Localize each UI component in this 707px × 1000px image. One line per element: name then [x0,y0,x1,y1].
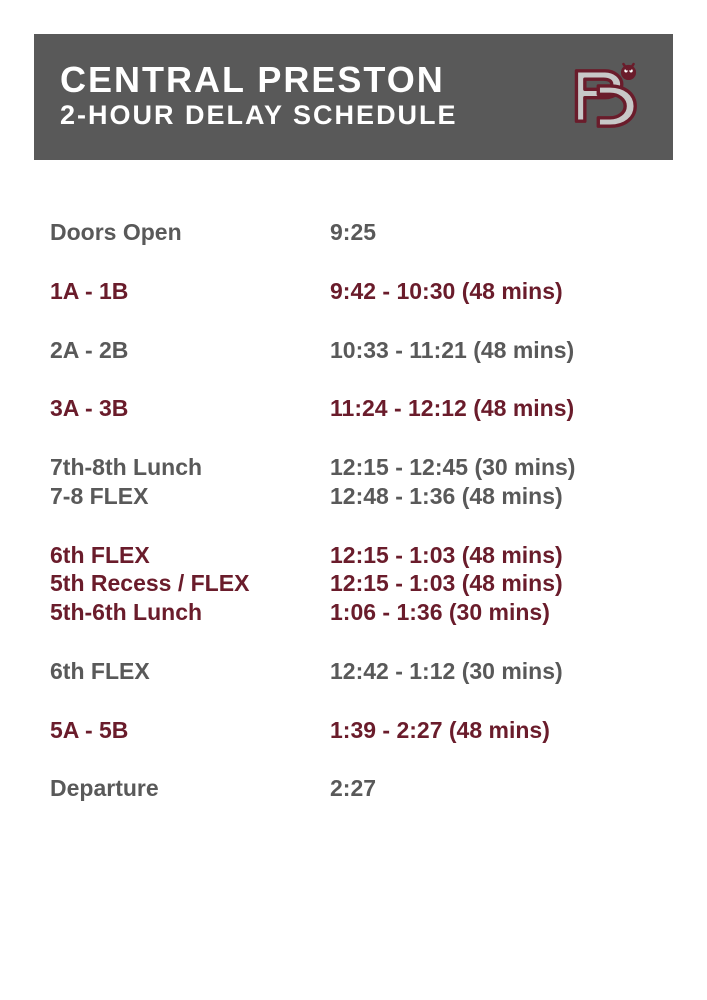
header-title: CENTRAL PRESTON [60,61,458,99]
schedule-row: 7-8 FLEX 12:48 - 1:36 (48 mins) [50,482,657,511]
row-label: 7th-8th Lunch [50,453,330,482]
schedule-block: 5A - 5B 1:39 - 2:27 (48 mins) [50,716,657,745]
school-logo-icon [563,54,647,138]
row-time: 10:33 - 11:21 (48 mins) [330,336,574,365]
schedule-row: 6th FLEX 12:42 - 1:12 (30 mins) [50,657,657,686]
schedule-row: 7th-8th Lunch 12:15 - 12:45 (30 mins) [50,453,657,482]
row-time: 12:42 - 1:12 (30 mins) [330,657,563,686]
row-label: Departure [50,774,330,803]
schedule-row: 5th-6th Lunch 1:06 - 1:36 (30 mins) [50,598,657,627]
schedule-block: Doors Open 9:25 [50,218,657,247]
row-time: 11:24 - 12:12 (48 mins) [330,394,574,423]
row-label: 3A - 3B [50,394,330,423]
schedule-block: 6th FLEX 12:15 - 1:03 (48 mins) 5th Rece… [50,541,657,627]
schedule-body: Doors Open 9:25 1A - 1B 9:42 - 10:30 (48… [34,160,673,803]
schedule-block: 7th-8th Lunch 12:15 - 12:45 (30 mins) 7-… [50,453,657,511]
schedule-row: 6th FLEX 12:15 - 1:03 (48 mins) [50,541,657,570]
schedule-block: 2A - 2B 10:33 - 11:21 (48 mins) [50,336,657,365]
row-time: 12:15 - 12:45 (30 mins) [330,453,575,482]
schedule-row: 5A - 5B 1:39 - 2:27 (48 mins) [50,716,657,745]
row-time: 12:48 - 1:36 (48 mins) [330,482,563,511]
row-label: 6th FLEX [50,541,330,570]
schedule-row: Doors Open 9:25 [50,218,657,247]
schedule-row: 5th Recess / FLEX 12:15 - 1:03 (48 mins) [50,569,657,598]
row-time: 1:39 - 2:27 (48 mins) [330,716,550,745]
row-label: Doors Open [50,218,330,247]
schedule-block: 1A - 1B 9:42 - 10:30 (48 mins) [50,277,657,306]
row-label: 2A - 2B [50,336,330,365]
schedule-block: 6th FLEX 12:42 - 1:12 (30 mins) [50,657,657,686]
header-text: CENTRAL PRESTON 2-HOUR DELAY SCHEDULE [60,61,458,130]
row-time: 1:06 - 1:36 (30 mins) [330,598,550,627]
row-time: 9:25 [330,218,376,247]
schedule-block: Departure 2:27 [50,774,657,803]
schedule-row: 2A - 2B 10:33 - 11:21 (48 mins) [50,336,657,365]
row-label: 5th-6th Lunch [50,598,330,627]
schedule-block: 3A - 3B 11:24 - 12:12 (48 mins) [50,394,657,423]
row-label: 6th FLEX [50,657,330,686]
row-label: 5A - 5B [50,716,330,745]
header-subtitle: 2-HOUR DELAY SCHEDULE [60,101,458,131]
schedule-row: Departure 2:27 [50,774,657,803]
row-label: 1A - 1B [50,277,330,306]
row-label: 7-8 FLEX [50,482,330,511]
schedule-row: 1A - 1B 9:42 - 10:30 (48 mins) [50,277,657,306]
row-label: 5th Recess / FLEX [50,569,330,598]
row-time: 12:15 - 1:03 (48 mins) [330,541,563,570]
schedule-row: 3A - 3B 11:24 - 12:12 (48 mins) [50,394,657,423]
row-time: 9:42 - 10:30 (48 mins) [330,277,563,306]
row-time: 2:27 [330,774,376,803]
row-time: 12:15 - 1:03 (48 mins) [330,569,563,598]
header-bar: CENTRAL PRESTON 2-HOUR DELAY SCHEDULE [34,34,673,160]
